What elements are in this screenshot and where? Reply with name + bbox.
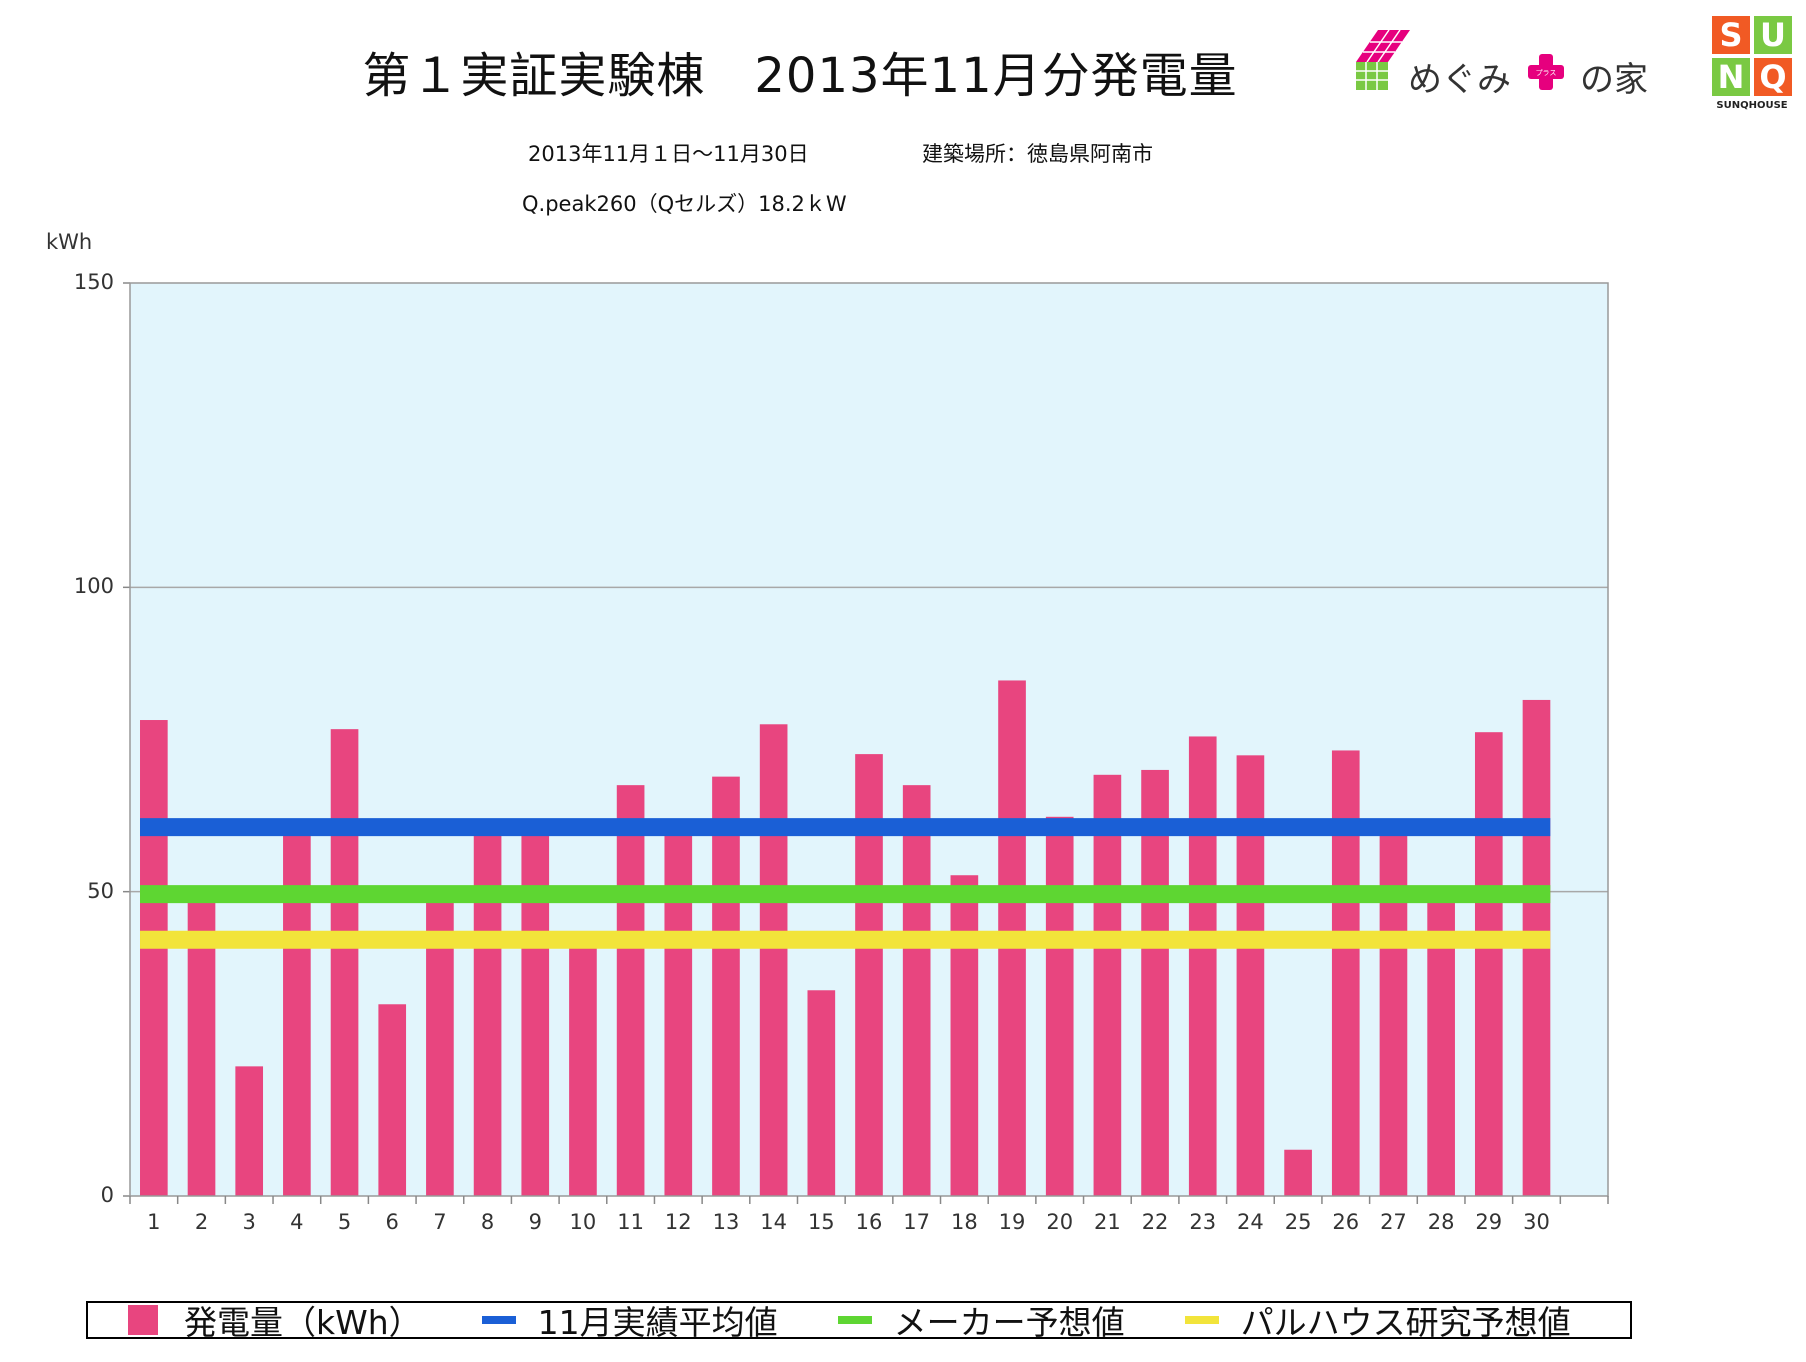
period-label: 2013年11月１日〜11月30日 [528, 142, 809, 166]
legend-swatch-palhouse [1184, 1316, 1219, 1324]
bar [378, 1004, 407, 1196]
bar [950, 875, 979, 1196]
megumi-logo-text: めぐみ [1408, 60, 1512, 100]
x-tick-label: 27 [1380, 1210, 1407, 1234]
x-tick-label: 20 [1046, 1210, 1074, 1234]
legend: 発電量（kWh） 11月実績平均値 メーカー予想値 パルハウス研究予想値 [86, 1301, 1632, 1342]
x-tick-label: 7 [433, 1210, 447, 1234]
y-tick-label: 50 [87, 878, 114, 903]
bar [569, 943, 597, 1196]
sunq-letter-s: S [1712, 16, 1750, 54]
solar-house-icon [1356, 29, 1410, 90]
bar [616, 785, 645, 1196]
x-tick-label: 10 [569, 1210, 597, 1234]
bar-chart [123, 282, 1609, 1204]
x-tick-label: 2 [194, 1210, 209, 1234]
sunq-letter-q: Q [1754, 58, 1792, 96]
x-tick-label: 8 [480, 1210, 495, 1234]
bar [235, 1066, 264, 1196]
bar [807, 990, 836, 1196]
megumi-logo: めぐみ プラス の家 [1352, 22, 1652, 100]
x-tick-label: 21 [1094, 1210, 1121, 1234]
plus-icon: プラス [1528, 54, 1564, 90]
x-tick-label: 11 [617, 1210, 644, 1234]
sunq-letter-n: N [1712, 58, 1750, 96]
sunq-brand: SUNQHOUSE [1716, 100, 1788, 111]
bar [283, 829, 311, 1196]
legend-item-maker: メーカー予想値 [778, 1296, 1125, 1344]
bar [330, 729, 359, 1196]
x-tick-label: 17 [903, 1210, 931, 1234]
legend-item-generation: 発電量（kWh） [88, 1296, 422, 1344]
legend-item-palhouse: パルハウス研究予想値 [1125, 1296, 1571, 1344]
bar [521, 829, 550, 1196]
plot-frame [129, 282, 1609, 1197]
bar [473, 829, 502, 1196]
bar [1141, 769, 1169, 1196]
x-tick-label: 3 [242, 1210, 256, 1234]
x-tick-label: 28 [1427, 1210, 1455, 1234]
x-tick-label: 23 [1189, 1210, 1217, 1234]
bar [1379, 829, 1408, 1196]
bar [1331, 750, 1360, 1196]
x-tick-label: 5 [337, 1210, 352, 1234]
panel-label: Q.peak260（Qセルズ）18.2ｋW [522, 192, 847, 216]
y-tick-label: 0 [100, 1183, 114, 1207]
sunq-logo: S U N Q SUNQHOUSE [1712, 16, 1792, 116]
legend-label-palhouse: パルハウス研究予想値 [1240, 1303, 1571, 1342]
legend-swatch-maker [837, 1316, 872, 1324]
x-tick-label: 16 [855, 1210, 883, 1234]
x-tick-label: 1 [147, 1210, 161, 1234]
bar [1045, 816, 1074, 1196]
legend-label-generation: 発電量（kWh） [184, 1303, 422, 1342]
x-tick-label: 15 [807, 1210, 835, 1234]
legend-label-maker: メーカー予想値 [893, 1303, 1125, 1342]
legend-swatch-generation [128, 1305, 158, 1335]
bar [140, 720, 168, 1196]
bar [1093, 774, 1122, 1196]
x-tick-label: 24 [1237, 1210, 1264, 1234]
x-tick-label: 9 [528, 1210, 542, 1234]
x-tick-label: 19 [998, 1210, 1026, 1234]
x-tick-label: 26 [1332, 1210, 1360, 1234]
x-tick-label: 22 [1141, 1210, 1169, 1234]
bar [712, 776, 740, 1196]
y-tick-label: 150 [73, 270, 114, 294]
location-label: 建築場所：徳島県阿南市 [922, 142, 1153, 166]
legend-item-average: 11月実績平均値 [422, 1296, 778, 1344]
x-tick-label: 25 [1284, 1210, 1312, 1234]
y-tick-label: 100 [73, 574, 114, 599]
sunq-letter-u: U [1754, 16, 1792, 54]
x-tick-label: 14 [760, 1210, 787, 1234]
x-tick-label: 29 [1475, 1210, 1503, 1234]
bar [1188, 736, 1217, 1196]
bar [1474, 732, 1503, 1196]
x-tick-label: 12 [664, 1210, 692, 1234]
chart-title: 第１実証実験棟 2013年11月分発電量 [362, 48, 1238, 104]
x-tick-label: 18 [950, 1210, 978, 1234]
legend-label-average: 11月実績平均値 [537, 1303, 778, 1342]
x-tick-label: 4 [290, 1210, 304, 1234]
legend-swatch-average [481, 1316, 516, 1324]
megumi-logo-suffix: の家 [1580, 60, 1648, 100]
x-tick-label: 30 [1523, 1210, 1550, 1234]
y-axis-unit: kWh [46, 230, 93, 254]
bar [1284, 1149, 1312, 1196]
bar [759, 724, 788, 1196]
bar [664, 829, 693, 1196]
x-tick-label: 6 [385, 1210, 399, 1234]
megumi-plus-text: プラス [1536, 69, 1557, 77]
bar [902, 785, 931, 1196]
x-tick-label: 13 [712, 1210, 740, 1234]
